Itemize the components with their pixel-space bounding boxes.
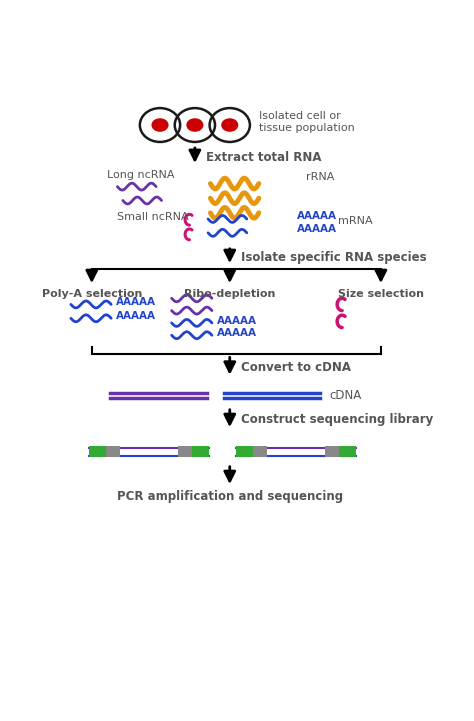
Text: AAAAA: AAAAA xyxy=(297,224,337,234)
Ellipse shape xyxy=(186,118,203,132)
Text: Convert to cDNA: Convert to cDNA xyxy=(241,361,351,374)
Text: AAAAA: AAAAA xyxy=(116,311,156,321)
Text: Small ncRNA: Small ncRNA xyxy=(118,213,189,222)
Text: Poly-A selection: Poly-A selection xyxy=(42,289,142,299)
Text: Ribo-depletion: Ribo-depletion xyxy=(184,289,275,299)
Bar xyxy=(236,446,253,457)
Ellipse shape xyxy=(221,118,238,132)
Text: AAAAA: AAAAA xyxy=(217,316,256,326)
Bar xyxy=(253,446,267,457)
Text: rRNA: rRNA xyxy=(306,172,334,182)
Text: Long ncRNA: Long ncRNA xyxy=(107,170,175,180)
Bar xyxy=(192,446,209,457)
Bar xyxy=(89,446,106,457)
Text: mRNA: mRNA xyxy=(338,216,373,226)
Text: Isolated cell or: Isolated cell or xyxy=(259,111,341,121)
Text: Construct sequencing library: Construct sequencing library xyxy=(241,413,434,426)
Bar xyxy=(339,446,356,457)
Bar xyxy=(106,446,120,457)
Text: AAAAA: AAAAA xyxy=(217,328,256,338)
Text: PCR amplification and sequencing: PCR amplification and sequencing xyxy=(117,490,343,503)
Text: AAAAA: AAAAA xyxy=(116,297,156,307)
Text: Isolate specific RNA species: Isolate specific RNA species xyxy=(241,251,427,264)
Text: Size selection: Size selection xyxy=(338,289,424,299)
Text: Extract total RNA: Extract total RNA xyxy=(207,151,322,164)
Bar xyxy=(178,446,192,457)
Text: cDNA: cDNA xyxy=(329,389,361,402)
Text: AAAAA: AAAAA xyxy=(297,211,337,221)
Bar xyxy=(325,446,339,457)
Text: tissue population: tissue population xyxy=(259,123,355,133)
Ellipse shape xyxy=(151,118,169,132)
